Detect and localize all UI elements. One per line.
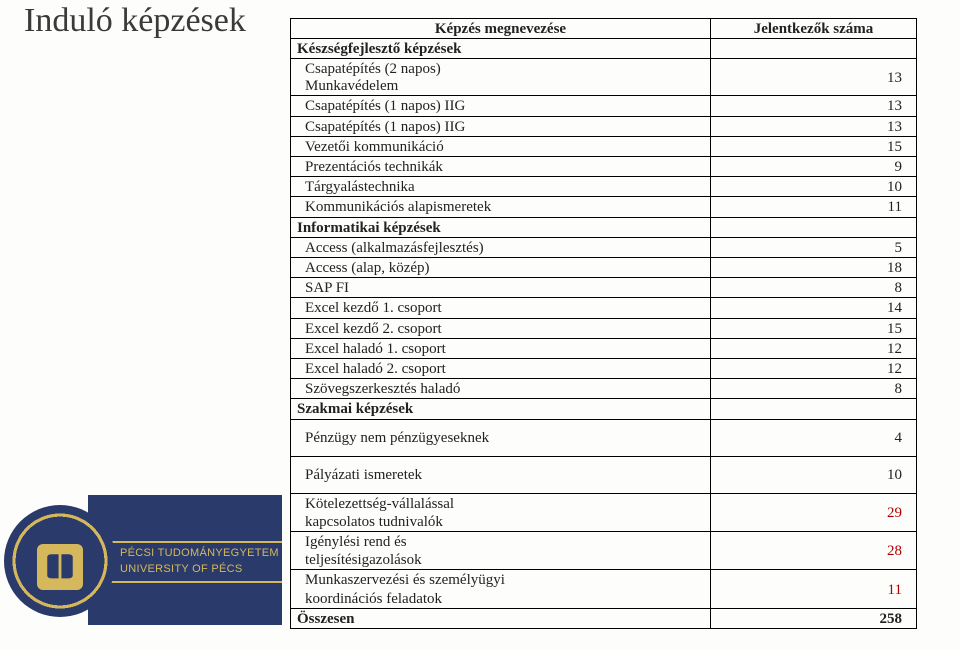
val-12: 15 <box>711 318 917 338</box>
val-5: 9 <box>711 157 917 177</box>
row-9: Access (alap, közép) <box>291 258 711 278</box>
val-10: 8 <box>711 278 917 298</box>
row-7: Kommunikációs alapismeretek <box>291 197 711 217</box>
val-20: 11 <box>711 570 917 608</box>
total-label: Összesen <box>291 608 711 628</box>
row-18: Kötelezettség-vállalássalkapcsolatos tud… <box>291 493 711 531</box>
val-18: 29 <box>711 493 917 531</box>
row-20: Munkaszervezési és személyügyikoordináci… <box>291 570 711 608</box>
section-prof: Szakmai képzések <box>291 399 711 419</box>
val-2: 13 <box>711 96 917 116</box>
book-icon <box>43 550 77 584</box>
val-4: 15 <box>711 136 917 156</box>
cell-empty <box>711 217 917 237</box>
university-logo: PÉCSI TUDOMÁNYEGYETEMUNIVERSITY OF PÉCS <box>0 495 282 625</box>
row-16: Pénzügy nem pénzügyeseknek <box>291 419 711 456</box>
row-10: SAP FI <box>291 278 711 298</box>
val-9: 18 <box>711 258 917 278</box>
val-19: 28 <box>711 532 917 570</box>
total-value: 258 <box>711 608 917 628</box>
val-13: 12 <box>711 338 917 358</box>
val-8: 5 <box>711 237 917 257</box>
row-6: Tárgyalástechnika <box>291 177 711 197</box>
page-title: Induló képzések <box>24 2 246 40</box>
row-11: Excel kezdő 1. csoport <box>291 298 711 318</box>
val-14: 12 <box>711 359 917 379</box>
row-15: Szövegszerkesztés haladó <box>291 379 711 399</box>
val-7: 11 <box>711 197 917 217</box>
row-13: Excel haladó 1. csoport <box>291 338 711 358</box>
val-16: 4 <box>711 419 917 456</box>
section-skill: Készségfejlesztő képzések <box>291 39 711 59</box>
row-teambuilding-2day: Csapatépítés (2 napos)Munkavédelem <box>291 59 711 96</box>
col-header-name: Képzés megnevezése <box>291 19 711 39</box>
cell-empty <box>711 399 917 419</box>
row-8: Access (alkalmazásfejlesztés) <box>291 237 711 257</box>
val-teambuilding-2day: 13 <box>711 59 917 96</box>
row-2: Csapatépítés (1 napos) IIG <box>291 96 711 116</box>
row-19: Igénylési rend ésteljesítésigazolások <box>291 532 711 570</box>
val-3: 13 <box>711 116 917 136</box>
col-header-count: Jelentkezők száma <box>711 19 917 39</box>
section-it: Informatikai képzések <box>291 217 711 237</box>
training-table: Képzés megnevezése Jelentkezők száma Kés… <box>290 18 916 629</box>
row-4: Vezetői kommunikáció <box>291 136 711 156</box>
val-17: 10 <box>711 456 917 493</box>
university-seal-icon <box>4 505 116 617</box>
cell-empty <box>711 39 917 59</box>
val-15: 8 <box>711 379 917 399</box>
university-name: PÉCSI TUDOMÁNYEGYETEMUNIVERSITY OF PÉCS <box>120 545 279 577</box>
row-5: Prezentációs technikák <box>291 157 711 177</box>
row-3: Csapatépítés (1 napos) IIG <box>291 116 711 136</box>
val-6: 10 <box>711 177 917 197</box>
row-17: Pályázati ismeretek <box>291 456 711 493</box>
row-14: Excel haladó 2. csoport <box>291 359 711 379</box>
val-11: 14 <box>711 298 917 318</box>
row-12: Excel kezdő 2. csoport <box>291 318 711 338</box>
